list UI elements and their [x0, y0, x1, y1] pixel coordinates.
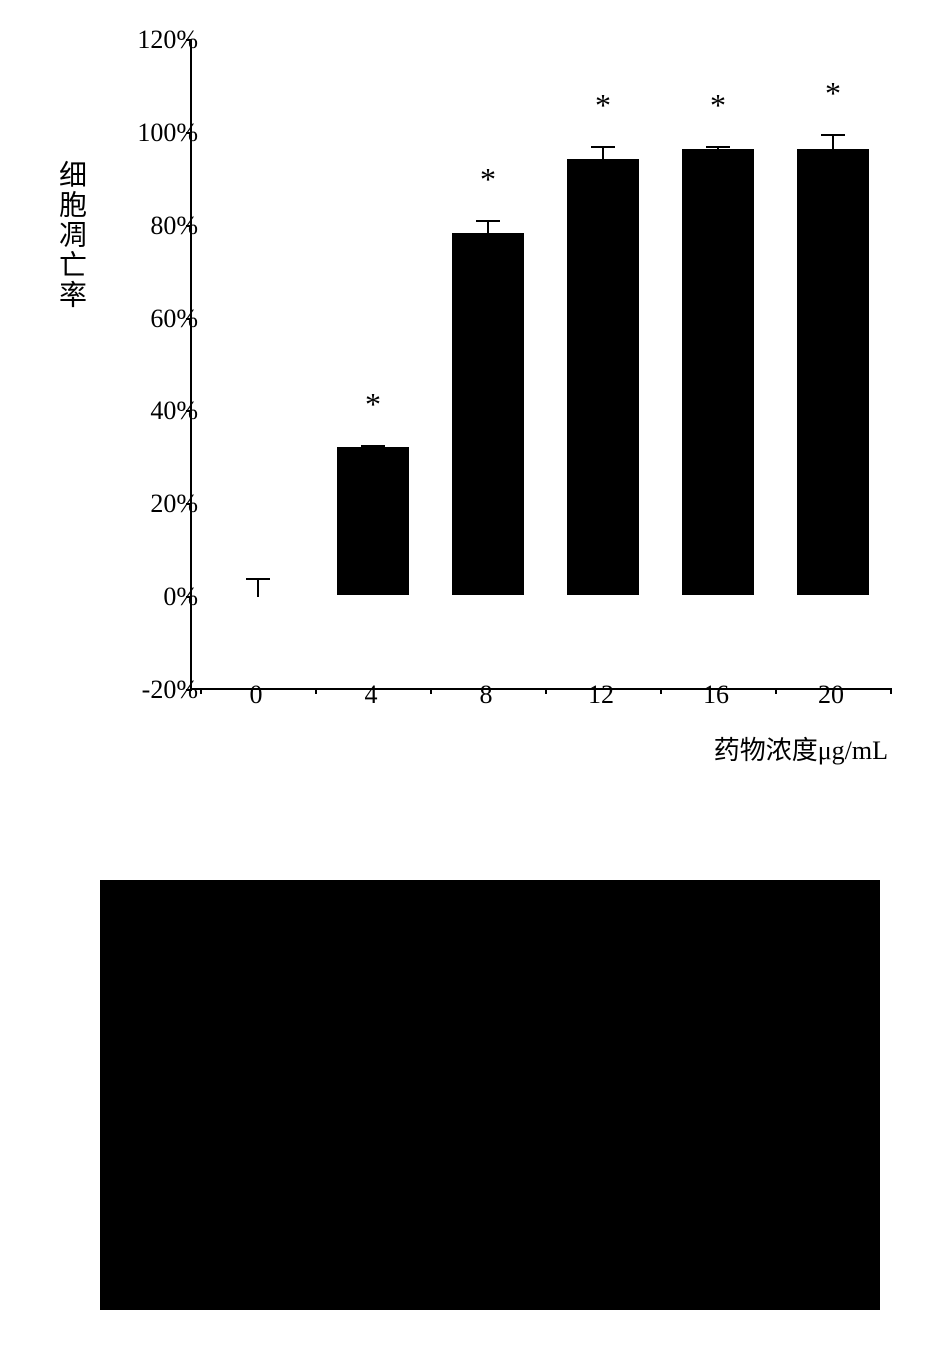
bar [452, 233, 524, 595]
y-tick-label: -20% [142, 675, 198, 705]
significance-marker: * [480, 161, 496, 198]
x-tick-label: 4 [365, 680, 378, 710]
x-tick-label: 8 [480, 680, 493, 710]
error-bar-cap [591, 146, 615, 148]
bar [567, 159, 639, 595]
x-tick-mark [660, 688, 662, 694]
bar [682, 149, 754, 595]
plot-area: * * * * * [190, 40, 890, 690]
x-tick-mark [315, 688, 317, 694]
y-tick-label: 120% [137, 25, 198, 55]
significance-marker: * [825, 75, 841, 112]
y-tick-label: 100% [137, 118, 198, 148]
error-bar-stem [257, 579, 259, 598]
error-bar-cap [476, 220, 500, 222]
y-tick-label: 80% [150, 211, 198, 241]
y-axis-label: 细胞凋亡率 [50, 160, 90, 310]
x-tick-label: 16 [703, 680, 729, 710]
bar [797, 149, 869, 595]
x-tick-mark [430, 688, 432, 694]
bar [337, 447, 409, 596]
error-bar-cap [361, 445, 385, 447]
error-bar-stem [487, 221, 489, 235]
x-tick-mark [775, 688, 777, 694]
error-bar-stem [832, 135, 834, 151]
x-tick-mark [890, 688, 892, 694]
x-tick-mark [545, 688, 547, 694]
x-tick-mark [200, 688, 202, 694]
y-tick-label: 20% [150, 489, 198, 519]
error-bar-stem [602, 147, 604, 161]
error-bar-cap [246, 578, 270, 580]
x-axis-label: 药物浓度μg/mL [714, 730, 888, 767]
x-tick-label: 0 [250, 680, 263, 710]
significance-marker: * [710, 87, 726, 124]
y-tick-label: 40% [150, 396, 198, 426]
error-bar-cap [706, 146, 730, 148]
significance-marker: * [365, 386, 381, 423]
x-tick-label: 12 [588, 680, 614, 710]
significance-marker: * [595, 87, 611, 124]
error-bar-cap [821, 134, 845, 136]
y-tick-label: 0% [163, 582, 198, 612]
x-tick-label: 20 [818, 680, 844, 710]
image-placeholder-box [100, 880, 880, 1310]
chart-container: 细胞凋亡率 * * * * * 药物浓度μg/mL -20% 0% 20% 40% 60% 80%… [20, 20, 908, 820]
y-tick-label: 60% [150, 304, 198, 334]
